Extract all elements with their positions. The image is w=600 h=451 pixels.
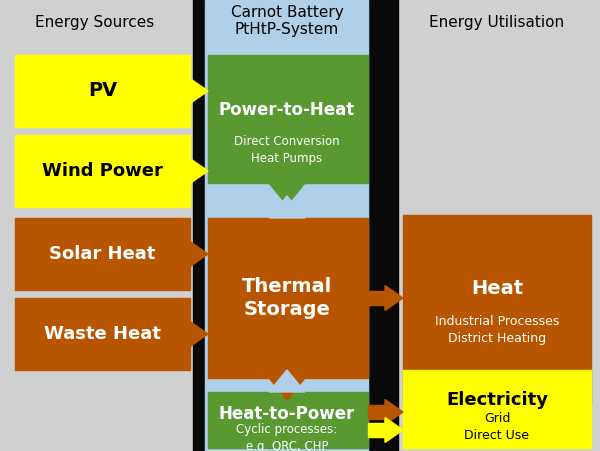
Text: Solar Heat: Solar Heat [49,245,155,263]
Text: Heat-to-Power: Heat-to-Power [219,405,355,423]
Text: Waste Heat: Waste Heat [44,325,161,343]
Bar [208,55,368,183]
Polygon shape [190,241,208,267]
Bar [368,0,398,451]
Bar [15,218,190,290]
Bar [368,405,385,419]
Text: Industrial Processes
District Heating: Industrial Processes District Heating [435,315,559,345]
Text: Electricity: Electricity [446,391,548,409]
Text: PV: PV [88,82,117,101]
Bar [403,370,591,448]
Polygon shape [190,322,208,346]
Polygon shape [269,196,305,218]
Bar [368,291,385,305]
Polygon shape [385,285,403,310]
Text: Power-to-Heat: Power-to-Heat [219,101,355,119]
Polygon shape [385,418,403,442]
Bar [15,55,190,127]
Polygon shape [190,158,208,184]
Polygon shape [190,78,208,103]
Text: Energy Utilisation: Energy Utilisation [430,15,565,30]
Bar [208,218,368,378]
Polygon shape [385,400,403,424]
Bar [368,423,385,437]
Bar [193,0,223,451]
Polygon shape [269,183,305,205]
Bar [208,392,368,448]
Bar [205,0,368,451]
Bar [403,215,591,405]
Text: Energy Sources: Energy Sources [35,15,155,30]
Bar [15,135,190,207]
Text: Heat: Heat [471,279,523,298]
Text: Grid
Direct Use: Grid Direct Use [464,412,530,442]
Text: Cyclic processes:
e.g. ORC, CHP: Cyclic processes: e.g. ORC, CHP [236,423,338,451]
Polygon shape [269,378,305,400]
Bar [15,298,190,370]
Text: Thermal
Storage: Thermal Storage [242,277,332,319]
Text: Carnot Battery
PtHtP-System: Carnot Battery PtHtP-System [230,5,343,37]
Text: Wind Power: Wind Power [42,162,163,180]
Polygon shape [269,370,305,392]
Text: Direct Conversion
Heat Pumps: Direct Conversion Heat Pumps [234,135,340,165]
